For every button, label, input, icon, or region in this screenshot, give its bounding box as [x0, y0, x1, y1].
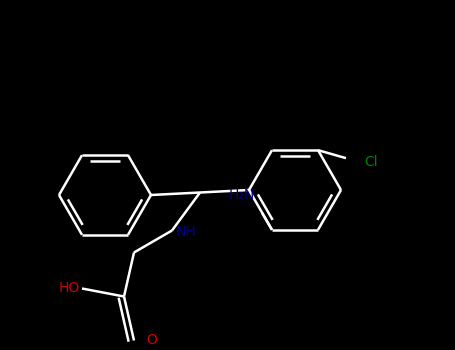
Text: Cl: Cl — [364, 155, 378, 169]
Text: NH: NH — [176, 225, 197, 239]
Text: H₂N: H₂N — [229, 188, 255, 202]
Text: HO: HO — [59, 281, 80, 295]
Text: O: O — [146, 334, 157, 348]
